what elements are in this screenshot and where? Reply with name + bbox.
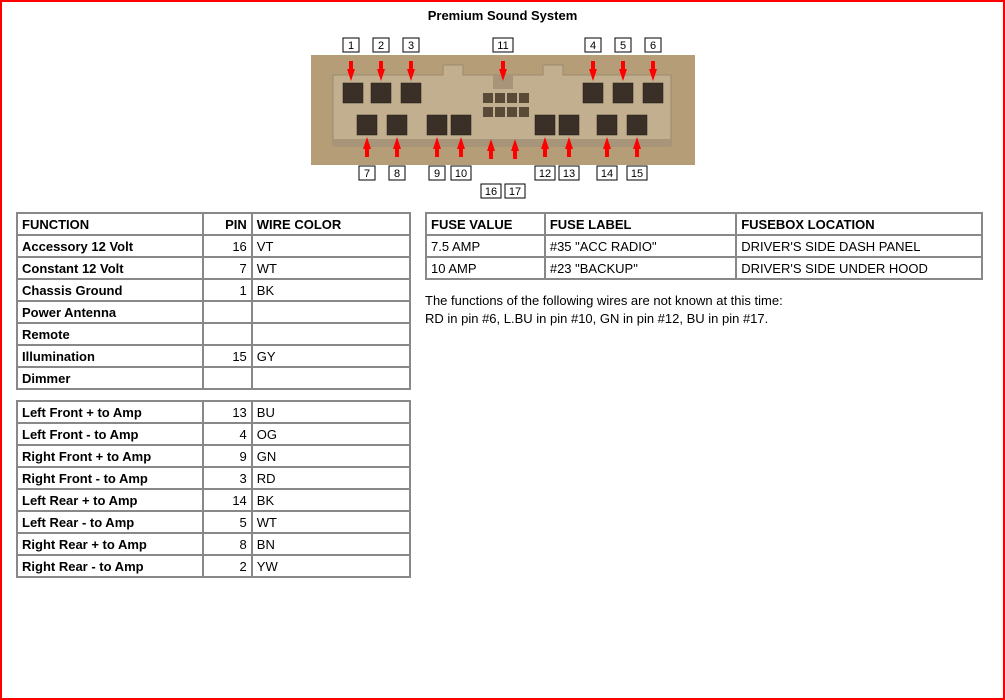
- table-row: Remote: [17, 323, 410, 345]
- svg-text:8: 8: [393, 168, 399, 180]
- right-column: FUSE VALUE FUSE LABEL FUSEBOX LOCATION 7…: [425, 212, 983, 327]
- table-row: 7.5 AMP#35 "ACC RADIO"DRIVER'S SIDE DASH…: [426, 235, 982, 257]
- table-row: Constant 12 Volt7WT: [17, 257, 410, 279]
- table-row: Power Antenna: [17, 301, 410, 323]
- fuse-th-location: FUSEBOX LOCATION: [736, 213, 982, 235]
- svg-text:4: 4: [589, 40, 595, 52]
- note-line-2: RD in pin #6, L.BU in pin #10, GN in pin…: [425, 311, 768, 326]
- wire-table-2: Left Front + to Amp13BULeft Front - to A…: [16, 400, 411, 578]
- page-frame: Premium Sound System: [0, 0, 1005, 700]
- wire-th-function: FUNCTION: [17, 213, 203, 235]
- svg-text:14: 14: [600, 168, 612, 180]
- wire-th-pin: PIN: [203, 213, 251, 235]
- connector-svg: 1234567891011121314151617: [293, 27, 713, 202]
- svg-text:2: 2: [377, 40, 383, 52]
- svg-text:15: 15: [630, 168, 642, 180]
- table-row: Right Rear + to Amp8BN: [17, 533, 410, 555]
- svg-text:16: 16: [484, 186, 496, 198]
- table-row: Left Front + to Amp13BU: [17, 401, 410, 423]
- svg-text:5: 5: [619, 40, 625, 52]
- table-row: Right Front + to Amp9GN: [17, 445, 410, 467]
- svg-text:13: 13: [562, 168, 574, 180]
- svg-text:7: 7: [363, 168, 369, 180]
- table-row: Dimmer: [17, 367, 410, 389]
- svg-text:6: 6: [649, 40, 655, 52]
- table-row: Chassis Ground1BK: [17, 279, 410, 301]
- svg-text:3: 3: [407, 40, 413, 52]
- note-line-1: The functions of the following wires are…: [425, 293, 783, 308]
- fuse-table: FUSE VALUE FUSE LABEL FUSEBOX LOCATION 7…: [425, 212, 983, 280]
- wire-table-1: FUNCTION PIN WIRE COLOR Accessory 12 Vol…: [16, 212, 411, 390]
- table-row: Illumination15GY: [17, 345, 410, 367]
- svg-text:9: 9: [433, 168, 439, 180]
- svg-text:10: 10: [454, 168, 466, 180]
- table-row: Left Rear + to Amp14BK: [17, 489, 410, 511]
- table-row: Accessory 12 Volt16VT: [17, 235, 410, 257]
- svg-text:1: 1: [347, 40, 353, 52]
- table-row: 10 AMP#23 "BACKUP"DRIVER'S SIDE UNDER HO…: [426, 257, 982, 279]
- table-row: Right Rear - to Amp2YW: [17, 555, 410, 577]
- connector-diagram: 1234567891011121314151617: [293, 27, 713, 202]
- left-column: FUNCTION PIN WIRE COLOR Accessory 12 Vol…: [16, 212, 411, 578]
- tables-row: FUNCTION PIN WIRE COLOR Accessory 12 Vol…: [2, 212, 1003, 578]
- svg-text:17: 17: [508, 186, 520, 198]
- table-row: Right Front - to Amp3RD: [17, 467, 410, 489]
- wire-th-color: WIRE COLOR: [252, 213, 410, 235]
- table-row: Left Rear - to Amp5WT: [17, 511, 410, 533]
- svg-text:11: 11: [497, 40, 508, 52]
- fuse-th-label: FUSE LABEL: [545, 213, 736, 235]
- svg-text:12: 12: [538, 168, 550, 180]
- page-title: Premium Sound System: [2, 2, 1003, 27]
- fuse-th-value: FUSE VALUE: [426, 213, 545, 235]
- unknown-wires-note: The functions of the following wires are…: [425, 292, 983, 327]
- table-row: Left Front - to Amp4OG: [17, 423, 410, 445]
